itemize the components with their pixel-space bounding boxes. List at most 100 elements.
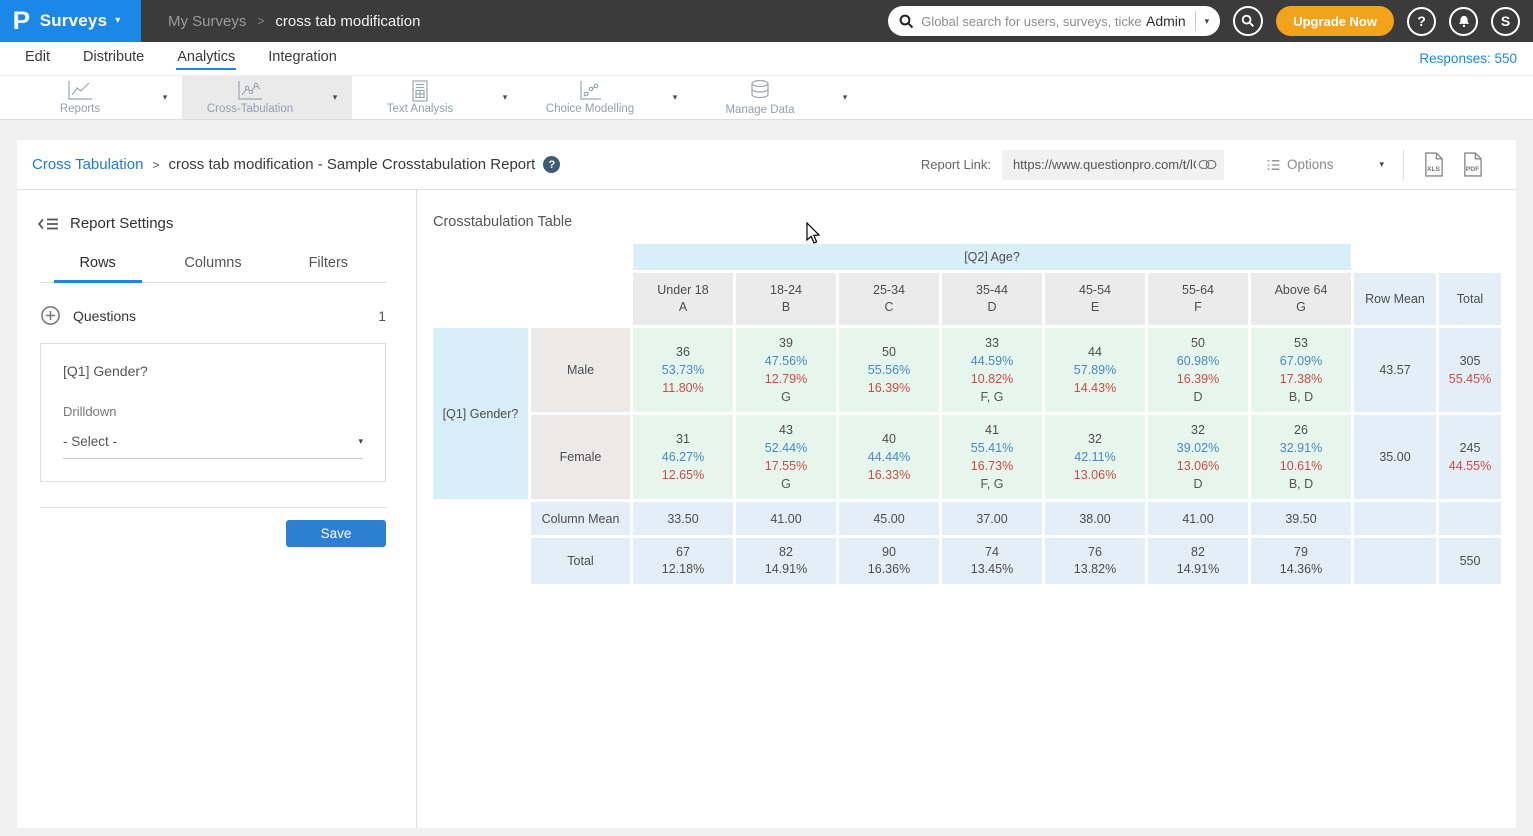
column-mean-empty: [1439, 502, 1501, 535]
product-name: Surveys: [39, 11, 108, 30]
data-cell: 33 44.59% 10.82% F, G: [942, 328, 1042, 412]
search-scope-selector[interactable]: Admin: [1145, 13, 1186, 29]
questions-label: Questions: [73, 307, 137, 324]
data-cell: 41 55.41% 16.73% F, G: [942, 415, 1042, 499]
tab-filters[interactable]: Filters: [308, 255, 349, 271]
column-header: Under 18 A: [633, 273, 733, 325]
chevron-down-icon[interactable]: ▾: [1204, 15, 1210, 26]
report-link-url-input[interactable]: [1010, 156, 1198, 173]
report-header-actions: Report Link: Options ▾ XLS PDF: [920, 149, 1501, 180]
row-mean-header: Row Mean: [1354, 273, 1436, 325]
questions-count: 1: [378, 307, 386, 324]
data-row: [Q1] Gender? Male 36 53.73% 11.80% 39 47.56% 12…: [433, 328, 1501, 499]
chevron-down-icon[interactable]: ▾: [332, 92, 338, 102]
drilldown-select[interactable]: - Select - ▾: [63, 434, 363, 459]
notifications-button[interactable]: [1449, 6, 1478, 36]
toolbar-item-reports[interactable]: Reports: [12, 76, 148, 119]
export-pdf-button[interactable]: PDF: [1462, 152, 1483, 177]
export-xls-button[interactable]: XLS: [1423, 152, 1444, 177]
options-label: Options: [1286, 157, 1334, 172]
collapse-panel-icon[interactable]: [38, 216, 60, 232]
crosstab-table: [Q2] Age? Under 18 A 18-24 B 25-34 C 35-44 D 45-5…: [430, 241, 1504, 587]
data-cell: 39 47.56% 12.79% G: [736, 328, 836, 412]
toolbar-item-cross-tabulation[interactable]: Cross-Tabulation: [182, 76, 318, 119]
upgrade-now-button[interactable]: Upgrade Now: [1276, 6, 1394, 36]
topbar-breadcrumb: My Surveys > cross tab modification: [168, 13, 420, 30]
data-cell: 32 39.02% 13.06% D: [1148, 415, 1248, 499]
breadcrumb-survey-name: cross tab modification: [275, 12, 421, 30]
line-chart-dots-icon: [238, 81, 262, 100]
data-cell: 50 55.56% 16.39%: [839, 328, 939, 412]
breadcrumb-cross-tabulation-link[interactable]: Cross Tabulation: [32, 156, 144, 173]
report-link-field[interactable]: [1001, 149, 1224, 180]
chevron-down-icon[interactable]: ▾: [842, 92, 848, 102]
save-button[interactable]: Save: [286, 520, 386, 547]
total-cell: 90 16.36%: [839, 538, 939, 584]
global-search[interactable]: Admin ▾: [888, 6, 1221, 36]
row-total-cell: 245 44.55%: [1439, 415, 1501, 499]
toolbar-group-text-analysis: Text Analysis ▾: [352, 76, 522, 119]
data-cell: 53 67.09% 17.38% B, D: [1251, 328, 1351, 412]
list-icon: [1267, 159, 1280, 170]
tab-columns[interactable]: Columns: [184, 255, 242, 271]
nav-item-edit[interactable]: Edit: [25, 49, 50, 65]
product-switcher[interactable]: P Surveys ▾: [0, 0, 141, 42]
column-mean-cell: 41.00: [736, 502, 836, 535]
toolbar-group-reports: Reports ▾: [12, 76, 182, 119]
toolbar-item-text-analysis[interactable]: Text Analysis: [352, 76, 488, 119]
nav-item-analytics[interactable]: Analytics: [176, 47, 237, 70]
report-link-label: Report Link:: [920, 157, 991, 172]
total-cell: 74 13.45%: [942, 538, 1042, 584]
xls-file-icon: XLS: [1425, 152, 1443, 177]
divider: [1194, 11, 1196, 31]
chevron-down-icon[interactable]: ▾: [672, 92, 678, 102]
row-label: Male: [531, 328, 630, 412]
crosstab-table-title: Crosstabulation Table: [433, 214, 573, 230]
data-cell: 26 32.91% 10.61% B, D: [1251, 415, 1351, 499]
line-chart-icon: [68, 81, 92, 100]
table-spacer: [433, 273, 630, 325]
add-question-icon[interactable]: [40, 305, 61, 326]
toolbar-item-manage-data[interactable]: Manage Data: [692, 76, 828, 119]
horizontal-scrollbar[interactable]: [0, 828, 1533, 836]
nav-item-distribute[interactable]: Distribute: [83, 49, 145, 65]
total-label: Total: [531, 538, 630, 584]
svg-text:XLS: XLS: [1427, 166, 1441, 173]
report-card: Cross Tabulation > cross tab modificatio…: [17, 140, 1516, 828]
total-empty: [1354, 538, 1436, 584]
search-button[interactable]: [1233, 6, 1264, 36]
total-header: Total: [1439, 273, 1501, 325]
column-header: 25-34 C: [839, 273, 939, 325]
column-header: 45-54 E: [1045, 273, 1145, 325]
questions-row: Questions 1: [40, 305, 386, 326]
column-header: 55-64 F: [1148, 273, 1248, 325]
questionpro-logo-icon: P: [12, 6, 31, 35]
search-input[interactable]: [914, 13, 1146, 29]
table-spacer: [433, 538, 528, 584]
data-cell: 40 44.44% 16.33%: [839, 415, 939, 499]
account-avatar[interactable]: S: [1491, 6, 1520, 36]
tab-rows[interactable]: Rows: [40, 255, 155, 283]
column-mean-empty: [1354, 502, 1436, 535]
help-button[interactable]: ?: [1407, 6, 1436, 36]
help-icon[interactable]: ?: [543, 156, 561, 173]
toolbar-item-choice-modelling[interactable]: Choice Modelling: [522, 76, 658, 119]
grand-total-cell: 550: [1439, 538, 1501, 584]
row-label: Female: [531, 415, 630, 499]
chevron-down-icon[interactable]: ▾: [162, 92, 168, 102]
table-spacer: [1354, 244, 1436, 270]
column-mean-cell: 37.00: [942, 502, 1042, 535]
data-cell: 50 60.98% 16.39% D: [1148, 328, 1248, 412]
column-header-row: Under 18 A 18-24 B 25-34 C 35-44 D 45-54 E 55-64 F A…: [433, 273, 1501, 325]
breadcrumb-my-surveys[interactable]: My Surveys: [168, 12, 247, 30]
nav-item-integration[interactable]: Integration: [268, 49, 337, 65]
report-header: Cross Tabulation > cross tab modificatio…: [17, 140, 1516, 190]
options-dropdown[interactable]: Options ▾: [1266, 157, 1384, 172]
data-row: Female 31 46.27% 12.65% 43 52.44% 17.55% G 40 44.…: [433, 415, 1501, 499]
column-question-banner: [Q2] Age?: [633, 244, 1351, 270]
chevron-down-icon[interactable]: ▾: [502, 92, 508, 102]
total-cell: 67 12.18%: [633, 538, 733, 584]
question-card: [Q1] Gender? Drilldown - Select - ▾: [40, 343, 386, 482]
drilldown-value: - Select -: [63, 434, 118, 449]
